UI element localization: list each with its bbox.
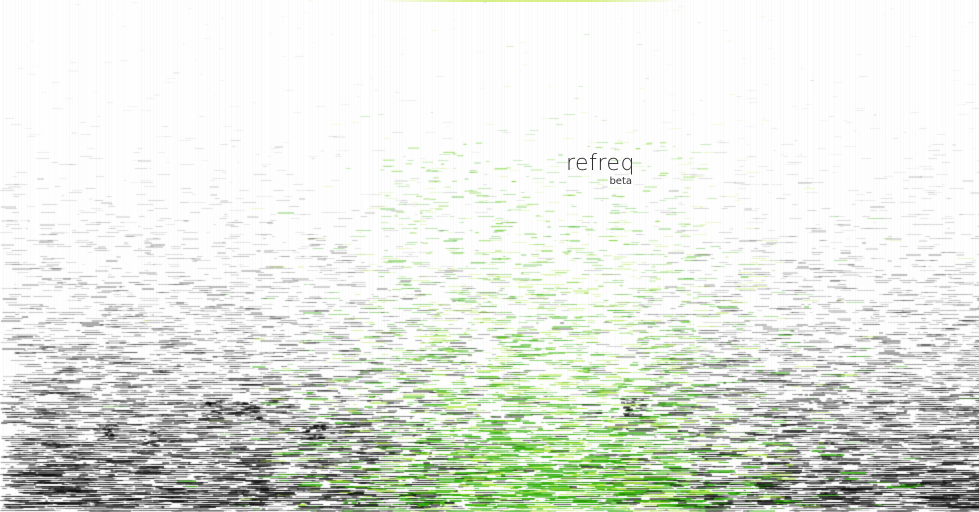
logo[interactable]: refreq beta	[566, 152, 636, 187]
logo-name: refreq	[566, 151, 635, 176]
beta-badge: beta	[609, 176, 632, 187]
top-accent-strip	[380, 0, 680, 2]
